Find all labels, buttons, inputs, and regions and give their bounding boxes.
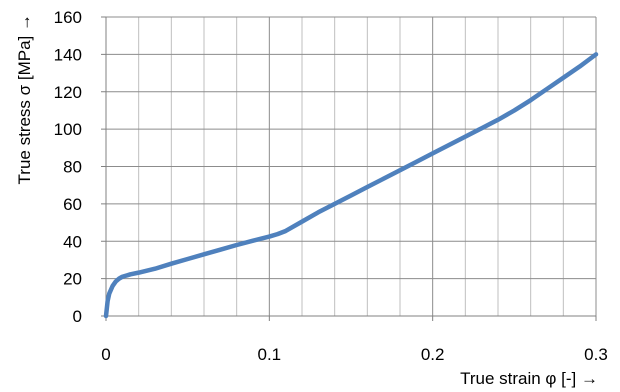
y-tick-label: 100 (54, 120, 82, 139)
y-tick-label: 20 (63, 270, 82, 289)
y-tick-label: 40 (63, 232, 82, 251)
grid-lines (106, 16, 597, 316)
tick-labels: 0 20 40 60 80 100 120 140 160 0 0.1 0.2 0.3 (54, 8, 608, 364)
y-tick-label: 80 (63, 158, 82, 177)
x-axis-title: True strain φ [-] → (460, 369, 598, 388)
axes (101, 16, 597, 321)
y-tick-label: 60 (63, 195, 82, 214)
stress-strain-curve (103, 52, 599, 319)
data-series (103, 52, 599, 319)
y-axis-title: True stress σ [MPa] → (15, 14, 34, 184)
x-tick-label: 0.1 (258, 345, 282, 364)
y-tick-label: 160 (54, 8, 82, 27)
y-tick-label: 120 (54, 83, 82, 102)
x-tick-label: 0.2 (421, 345, 445, 364)
x-tick-label: 0 (101, 345, 110, 364)
x-tick-label: 0.3 (584, 345, 608, 364)
y-tick-label: 0 (73, 307, 82, 326)
y-tick-label: 140 (54, 45, 82, 64)
